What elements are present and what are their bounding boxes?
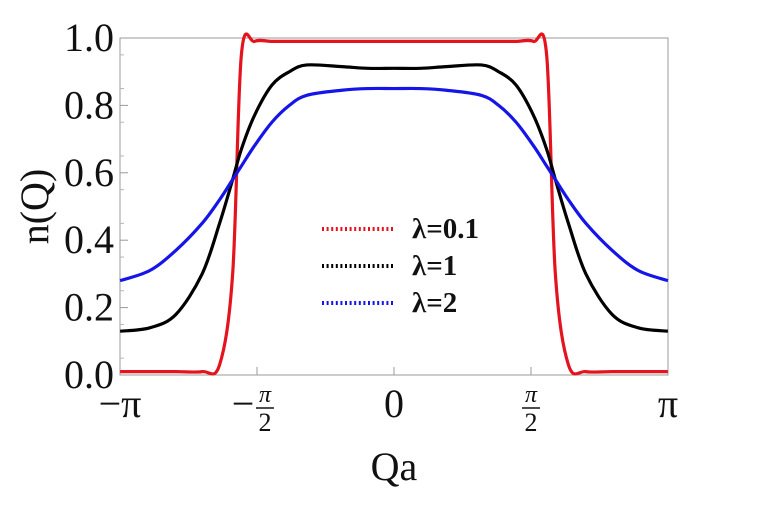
series-lines — [119, 32, 669, 376]
legend-item: λ=0.1 — [322, 213, 479, 245]
x-tick-denominator: 2 — [258, 408, 271, 437]
y-tick-label: 0.4 — [64, 217, 114, 262]
y-tick-label: 0.6 — [64, 150, 114, 195]
x-tick-numerator: π — [525, 382, 538, 408]
series-line-1 — [120, 32, 668, 376]
x-tick-sign: − — [232, 381, 255, 426]
x-tick-label: π2 — [522, 382, 541, 437]
x-tick-label: −π — [99, 381, 142, 426]
x-axis-label: Qa — [371, 444, 418, 489]
legend-label: λ=0.1 — [412, 213, 479, 245]
series-line-3 — [119, 86, 669, 283]
series-line-2 — [119, 63, 669, 333]
y-tick-label: 0.8 — [64, 82, 114, 127]
axis-ticks: 0.00.20.40.60.81.0−π − π2 0 π2 π — [64, 15, 678, 437]
x-tick-numerator: π — [259, 382, 272, 408]
legend-item: λ=1 — [322, 250, 457, 282]
y-axis-label: n(Q) — [12, 169, 57, 245]
x-tick-label: π — [658, 381, 678, 426]
x-tick-label: 0 — [384, 381, 404, 426]
x-tick-denominator: 2 — [525, 408, 538, 437]
y-tick-label: 1.0 — [64, 15, 114, 60]
legend-label: λ=2 — [412, 287, 457, 319]
legend-item: λ=2 — [322, 287, 457, 319]
y-tick-label: 0.2 — [64, 285, 114, 330]
legend-label: λ=1 — [412, 250, 457, 282]
y-tick-label: 0.0 — [64, 352, 114, 397]
legend: λ=0.1 λ=1 λ=2 — [322, 213, 479, 319]
x-tick-label: − π2 — [232, 381, 274, 437]
